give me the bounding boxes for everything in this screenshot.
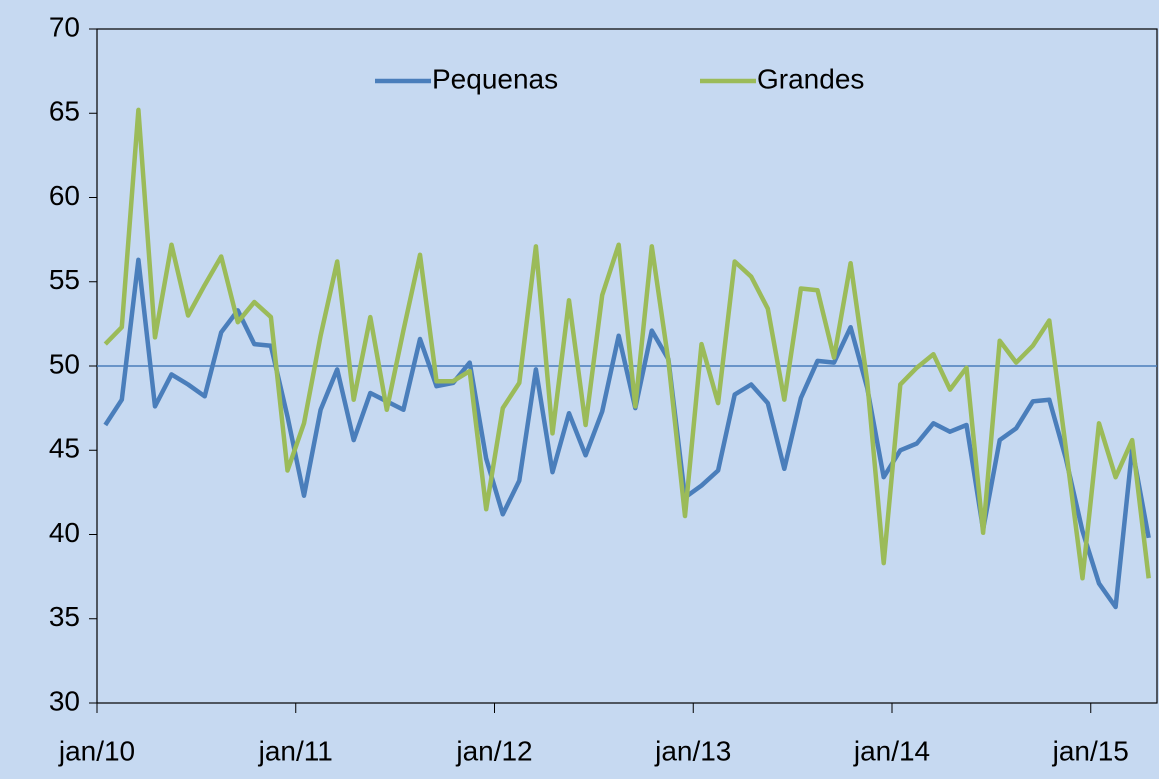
y-tick-label: 55: [49, 264, 80, 295]
series-line: [103, 107, 1151, 581]
y-tick-label: 45: [49, 433, 80, 464]
y-tick-label: 70: [49, 11, 80, 42]
x-tick-label: jan/11: [258, 735, 333, 766]
y-tick-label: 40: [49, 517, 80, 548]
y-tick-label: 65: [49, 96, 80, 127]
legend-label: Grandes: [757, 63, 864, 94]
legend-label: Pequenas: [432, 63, 558, 94]
y-tick-label: 50: [49, 348, 80, 379]
x-tick-label: jan/14: [853, 735, 930, 766]
x-tick-label: jan/12: [455, 735, 532, 766]
y-tick-label: 30: [49, 685, 80, 716]
y-tick-label: 60: [49, 180, 80, 211]
x-tick-label: jan/13: [654, 735, 731, 766]
x-tick-label: jan/10: [58, 735, 135, 766]
y-tick-label: 35: [49, 601, 80, 632]
x-tick-label: jan/15: [1052, 735, 1129, 766]
